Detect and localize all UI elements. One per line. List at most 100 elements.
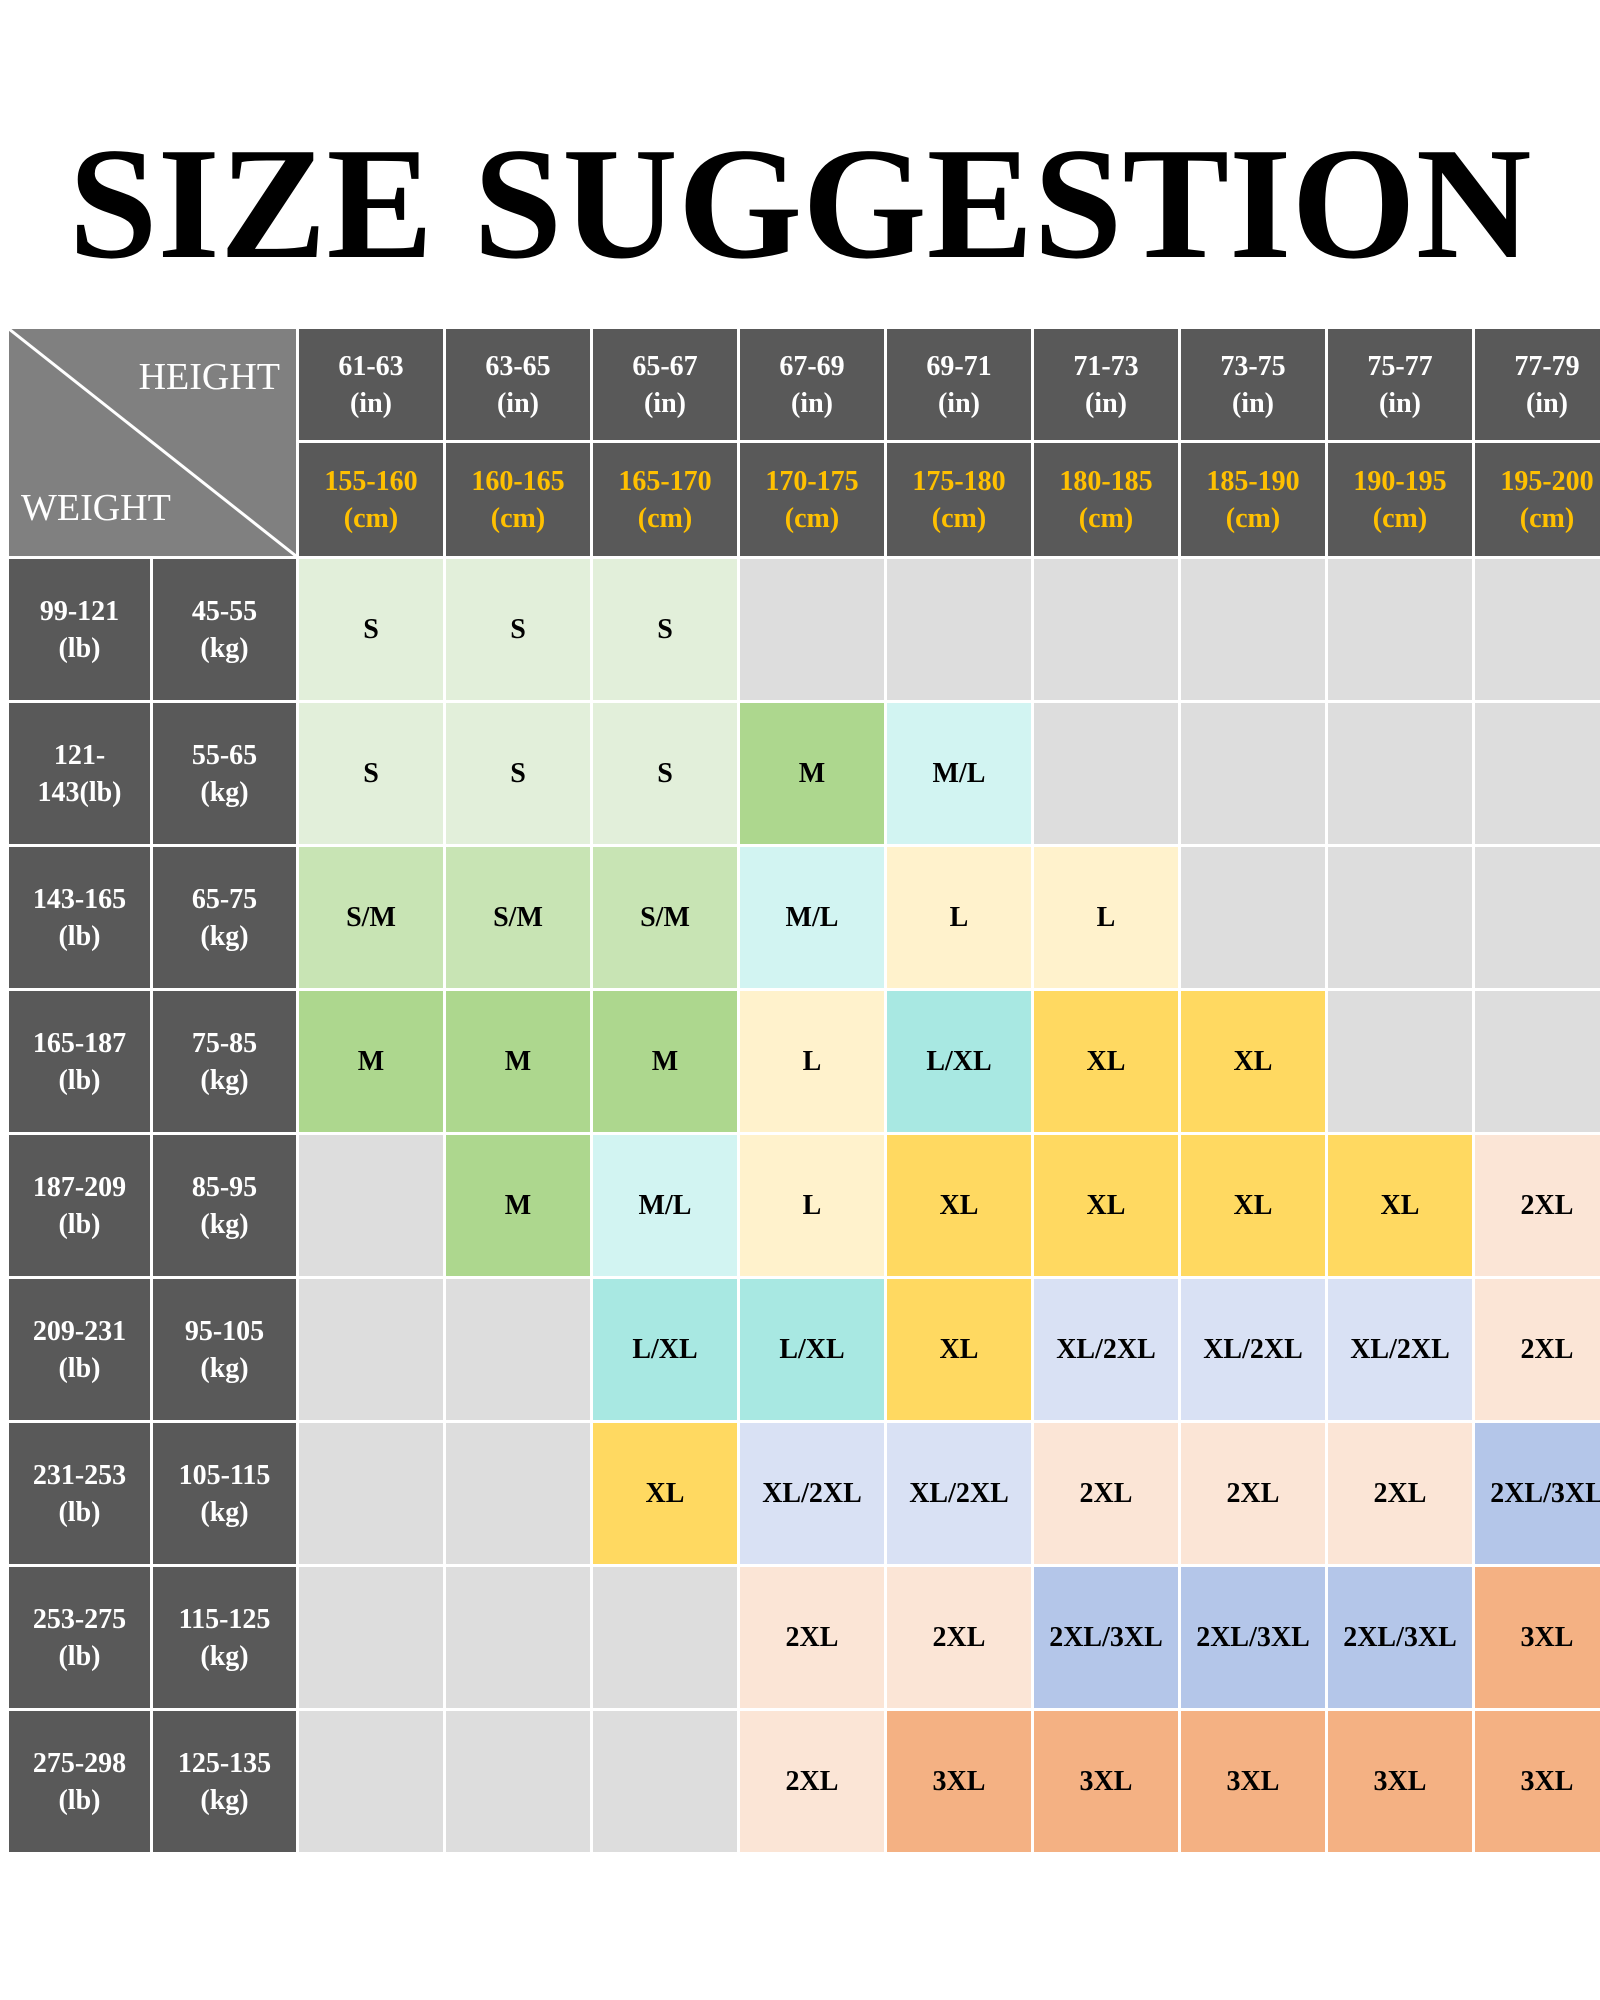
size-chart-table: HEIGHT WEIGHT 61-63 (in) 63-65 (in) 65-67 … — [9, 329, 1600, 1852]
size-cell — [446, 1567, 590, 1708]
size-cell: 2XL — [1181, 1423, 1325, 1564]
size-cell — [299, 1423, 443, 1564]
size-cell: XL — [1034, 1135, 1178, 1276]
diagonal-divider — [9, 329, 296, 556]
size-cell: XL/2XL — [1181, 1279, 1325, 1420]
height-cm-header: 195-200 (cm) — [1475, 443, 1600, 556]
weight-kg-header: 65-75 (kg) — [153, 847, 296, 988]
size-cell: S — [299, 703, 443, 844]
height-cm-header: 155-160 (cm) — [299, 443, 443, 556]
weight-lb-header: 121- 143(lb) — [9, 703, 150, 844]
height-label: HEIGHT — [138, 356, 280, 398]
size-cell: L — [1034, 847, 1178, 988]
size-cell — [1475, 847, 1600, 988]
size-cell: XL — [1181, 1135, 1325, 1276]
height-in-header: 67-69 (in) — [740, 329, 884, 440]
height-in-header: 77-79 (in) — [1475, 329, 1600, 440]
size-cell: S — [446, 703, 590, 844]
size-cell: L/XL — [593, 1279, 737, 1420]
size-cell: S/M — [593, 847, 737, 988]
size-cell: L — [740, 1135, 884, 1276]
size-cell: 2XL — [740, 1711, 884, 1852]
size-cell — [1034, 703, 1178, 844]
size-cell — [446, 1711, 590, 1852]
size-cell — [593, 1711, 737, 1852]
height-cm-header: 180-185 (cm) — [1034, 443, 1178, 556]
weight-lb-header: 275-298 (lb) — [9, 1711, 150, 1852]
size-cell: XL/2XL — [1328, 1279, 1472, 1420]
weight-kg-header: 95-105 (kg) — [153, 1279, 296, 1420]
height-in-header: 61-63 (in) — [299, 329, 443, 440]
size-cell: 2XL — [740, 1567, 884, 1708]
size-cell: XL — [593, 1423, 737, 1564]
weight-kg-header: 115-125 (kg) — [153, 1567, 296, 1708]
size-cell — [740, 559, 884, 700]
weight-lb-header: 143-165 (lb) — [9, 847, 150, 988]
size-cell: M — [740, 703, 884, 844]
size-cell: M — [299, 991, 443, 1132]
size-cell: M/L — [887, 703, 1031, 844]
size-cell: L — [740, 991, 884, 1132]
size-cell: XL — [1034, 991, 1178, 1132]
weight-lb-header: 231-253 (lb) — [9, 1423, 150, 1564]
size-cell — [1328, 847, 1472, 988]
page-title: SIZE SUGGESTION — [68, 114, 1532, 292]
height-cm-header: 165-170 (cm) — [593, 443, 737, 556]
size-cell: S — [299, 559, 443, 700]
size-cell: 3XL — [1328, 1711, 1472, 1852]
size-cell: M/L — [593, 1135, 737, 1276]
corner-header: HEIGHT WEIGHT — [9, 329, 296, 556]
size-cell: S/M — [446, 847, 590, 988]
size-cell: S — [446, 559, 590, 700]
size-cell — [299, 1567, 443, 1708]
weight-kg-header: 55-65 (kg) — [153, 703, 296, 844]
size-cell: 2XL — [1328, 1423, 1472, 1564]
size-cell — [1181, 703, 1325, 844]
size-cell: XL — [1181, 991, 1325, 1132]
size-cell: 2XL — [1475, 1135, 1600, 1276]
weight-kg-header: 85-95 (kg) — [153, 1135, 296, 1276]
size-cell — [1034, 559, 1178, 700]
size-cell: XL/2XL — [887, 1423, 1031, 1564]
size-cell: S/M — [299, 847, 443, 988]
size-cell: XL/2XL — [1034, 1279, 1178, 1420]
size-cell: 2XL — [1475, 1279, 1600, 1420]
size-cell: 2XL/3XL — [1034, 1567, 1178, 1708]
size-cell: 2XL/3XL — [1475, 1423, 1600, 1564]
weight-kg-header: 105-115 (kg) — [153, 1423, 296, 1564]
size-cell — [1475, 559, 1600, 700]
weight-lb-header: 99-121 (lb) — [9, 559, 150, 700]
size-cell: 3XL — [1475, 1567, 1600, 1708]
weight-lb-header: 253-275 (lb) — [9, 1567, 150, 1708]
weight-lb-header: 209-231 (lb) — [9, 1279, 150, 1420]
size-cell — [887, 559, 1031, 700]
size-cell: XL — [887, 1279, 1031, 1420]
size-cell: XL/2XL — [740, 1423, 884, 1564]
size-cell — [1328, 559, 1472, 700]
size-cell — [299, 1711, 443, 1852]
size-cell — [299, 1135, 443, 1276]
size-cell: M — [593, 991, 737, 1132]
size-cell: M — [446, 1135, 590, 1276]
weight-lb-header: 187-209 (lb) — [9, 1135, 150, 1276]
size-cell: XL — [887, 1135, 1031, 1276]
height-in-header: 75-77 (in) — [1328, 329, 1472, 440]
size-cell — [446, 1279, 590, 1420]
size-cell: M/L — [740, 847, 884, 988]
height-in-header: 73-75 (in) — [1181, 329, 1325, 440]
size-cell: 3XL — [887, 1711, 1031, 1852]
size-cell: S — [593, 559, 737, 700]
weight-kg-header: 45-55 (kg) — [153, 559, 296, 700]
size-cell — [1475, 703, 1600, 844]
weight-label: WEIGHT — [21, 487, 171, 529]
height-cm-header: 170-175 (cm) — [740, 443, 884, 556]
size-cell: 2XL — [1034, 1423, 1178, 1564]
size-cell: 3XL — [1181, 1711, 1325, 1852]
size-cell: L — [887, 847, 1031, 988]
height-in-header: 71-73 (in) — [1034, 329, 1178, 440]
size-cell: 2XL — [887, 1567, 1031, 1708]
size-cell — [1328, 703, 1472, 844]
size-cell — [1181, 559, 1325, 700]
weight-kg-header: 75-85 (kg) — [153, 991, 296, 1132]
height-cm-header: 160-165 (cm) — [446, 443, 590, 556]
